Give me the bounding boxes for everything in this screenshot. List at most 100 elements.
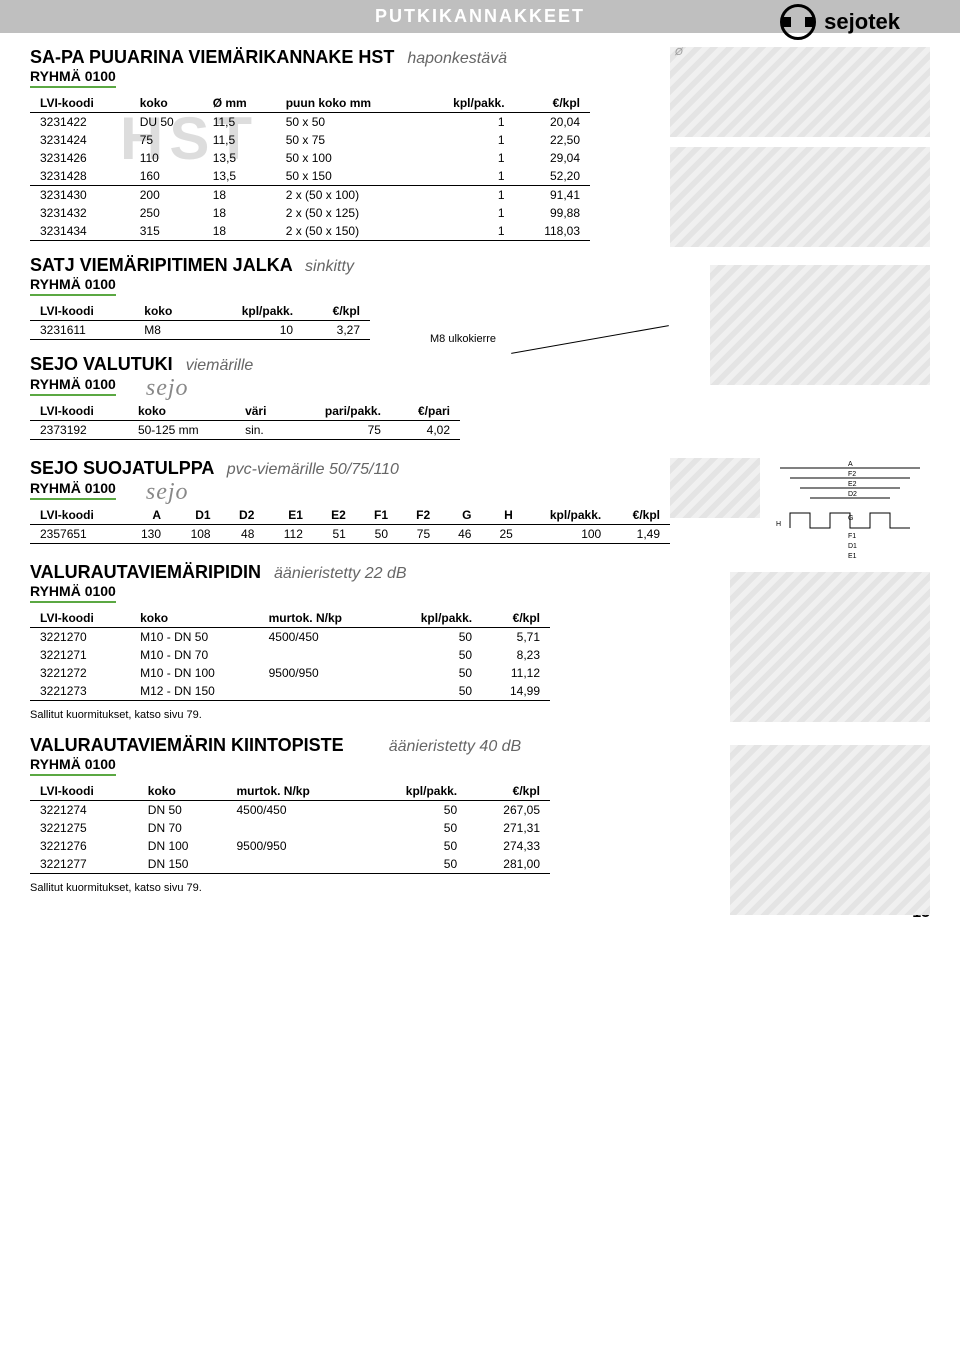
sec2-callout: M8 ulkokierre [430, 333, 496, 345]
seio-logo-2: sejo [146, 479, 189, 506]
table-cell: 3231434 [30, 222, 130, 241]
table-cell [226, 855, 362, 874]
table-row: 323142816013,550 x 150152,20 [30, 167, 590, 186]
table-cell: 3231426 [30, 149, 130, 167]
table-header: murtok. N/kp [259, 609, 386, 628]
table-cell: 250 [130, 204, 203, 222]
table-cell: 200 [130, 186, 203, 205]
table-cell: 3221274 [30, 801, 138, 820]
table-header: murtok. N/kp [226, 782, 362, 801]
table-header: G [440, 506, 481, 525]
table-row: 3221270M10 - DN 504500/450505,71 [30, 628, 550, 647]
table-cell: 1 [418, 149, 514, 167]
callout-line [511, 325, 669, 354]
table-cell: 3221277 [30, 855, 138, 874]
table-header: LVI-koodi [30, 506, 121, 525]
brand-logo: sejotek [780, 4, 900, 40]
table-cell: 3221271 [30, 646, 130, 664]
table-header: koko [134, 302, 202, 321]
sec3-note: viemärille [186, 357, 254, 374]
table-header: pari/pakk. [290, 402, 391, 421]
table-cell: 50 [385, 646, 482, 664]
table-cell: 3,27 [303, 321, 370, 340]
sec1-title-text: SA-PA PUUARINA VIEMÄRIKANNAKE HST [30, 47, 394, 67]
sec2-note: sinkitty [305, 258, 354, 275]
table-cell: 99,88 [515, 204, 590, 222]
sec3-group: RYHMÄ 0100 [30, 376, 116, 396]
table-cell: 1 [418, 131, 514, 149]
table-header: €/kpl [611, 506, 670, 525]
table-header: €/kpl [515, 94, 590, 113]
table-cell: sin. [235, 421, 290, 440]
table-header: F2 [398, 506, 440, 525]
sec4-table: LVI-koodiAD1D2E1E2F1F2GHkpl/pakk.€/kpl 2… [30, 506, 670, 544]
table-cell: 10 [202, 321, 303, 340]
table-cell: 1 [418, 113, 514, 132]
table-row: 3221274DN 504500/45050267,05 [30, 801, 550, 820]
svg-text:F1: F1 [848, 533, 856, 540]
sec3-table: LVI-koodikokoväripari/pakk.€/pari 237319… [30, 402, 460, 440]
table-cell: 5,71 [482, 628, 550, 647]
sec4-dimension-diagram: A F2 E2 D2 G H F1 D1 E1 [770, 458, 930, 568]
table-cell: 50 [363, 819, 467, 837]
table-cell: 18 [203, 186, 276, 205]
table-header: €/pari [391, 402, 460, 421]
table-cell: 18 [203, 222, 276, 241]
sec5-product-image [730, 572, 930, 722]
table-cell: 48 [221, 525, 265, 544]
table-cell: 110 [130, 149, 203, 167]
table-header: kpl/pakk. [363, 782, 467, 801]
table-cell: 9500/950 [259, 664, 386, 682]
table-cell: 3231422 [30, 113, 130, 132]
table-cell: 3231432 [30, 204, 130, 222]
sec2-title-text: SATJ VIEMÄRIPITIMEN JALKA [30, 255, 292, 275]
table-row: 3231434315182 x (50 x 150)1118,03 [30, 222, 590, 241]
table-cell: 50 [385, 664, 482, 682]
table-cell: 50 [363, 855, 467, 874]
table-cell: 130 [121, 525, 171, 544]
svg-text:D1: D1 [848, 543, 857, 550]
table-header: koko [130, 609, 259, 628]
table-cell: 91,41 [515, 186, 590, 205]
table-cell: 3231430 [30, 186, 130, 205]
sec6-product-image [730, 745, 930, 915]
table-cell: 2 x (50 x 125) [276, 204, 418, 222]
table-header: kpl/pakk. [385, 609, 482, 628]
table-header: LVI-koodi [30, 94, 130, 113]
table-cell: 3221272 [30, 664, 130, 682]
table-cell: 267,05 [467, 801, 550, 820]
table-cell: 46 [440, 525, 481, 544]
table-cell: M10 - DN 50 [130, 628, 259, 647]
table-cell: 2 x (50 x 150) [276, 222, 418, 241]
table-header: E2 [313, 506, 356, 525]
table-cell: 75 [290, 421, 391, 440]
sec3-title-text: SEJO VALUTUKI [30, 354, 173, 374]
table-cell: M12 - DN 150 [130, 682, 259, 701]
svg-text:A: A [848, 461, 853, 468]
page-wrapper: sejotek PUTKIKANNAKKEET SA-PA PUUARINA V… [30, 0, 930, 922]
sec4-group: RYHMÄ 0100 [30, 480, 116, 500]
table-header: H [481, 506, 522, 525]
sec1-table: LVI-koodikokoØ mmpuun koko mmkpl/pakk.€/… [30, 94, 590, 241]
table-cell: 50 [363, 801, 467, 820]
table-cell: DN 50 [138, 801, 227, 820]
table-header: koko [128, 402, 235, 421]
svg-text:H: H [776, 521, 781, 528]
table-cell [259, 682, 386, 701]
table-cell: 13,5 [203, 149, 276, 167]
table-row: 3221272M10 - DN 1009500/9505011,12 [30, 664, 550, 682]
table-cell: 50 x 100 [276, 149, 418, 167]
sec5-table: LVI-koodikokomurtok. N/kpkpl/pakk.€/kpl … [30, 609, 550, 701]
sec5-note: äänieristetty 22 dB [274, 565, 407, 582]
table-cell: 2357651 [30, 525, 121, 544]
table-cell: 20,04 [515, 113, 590, 132]
sec3-title: SEJO VALUTUKI viemärille [30, 354, 930, 375]
sec6-note: äänieristetty 40 dB [389, 738, 522, 755]
table-header: koko [138, 782, 227, 801]
table-cell: 160 [130, 167, 203, 186]
table-cell: 50 x 150 [276, 167, 418, 186]
table-cell: 1 [418, 186, 514, 205]
sec4-note: pvc-viemärille 50/75/110 [227, 461, 399, 478]
table-row: 323142611013,550 x 100129,04 [30, 149, 590, 167]
table-row: 23576511301084811251507546251001,49 [30, 525, 670, 544]
